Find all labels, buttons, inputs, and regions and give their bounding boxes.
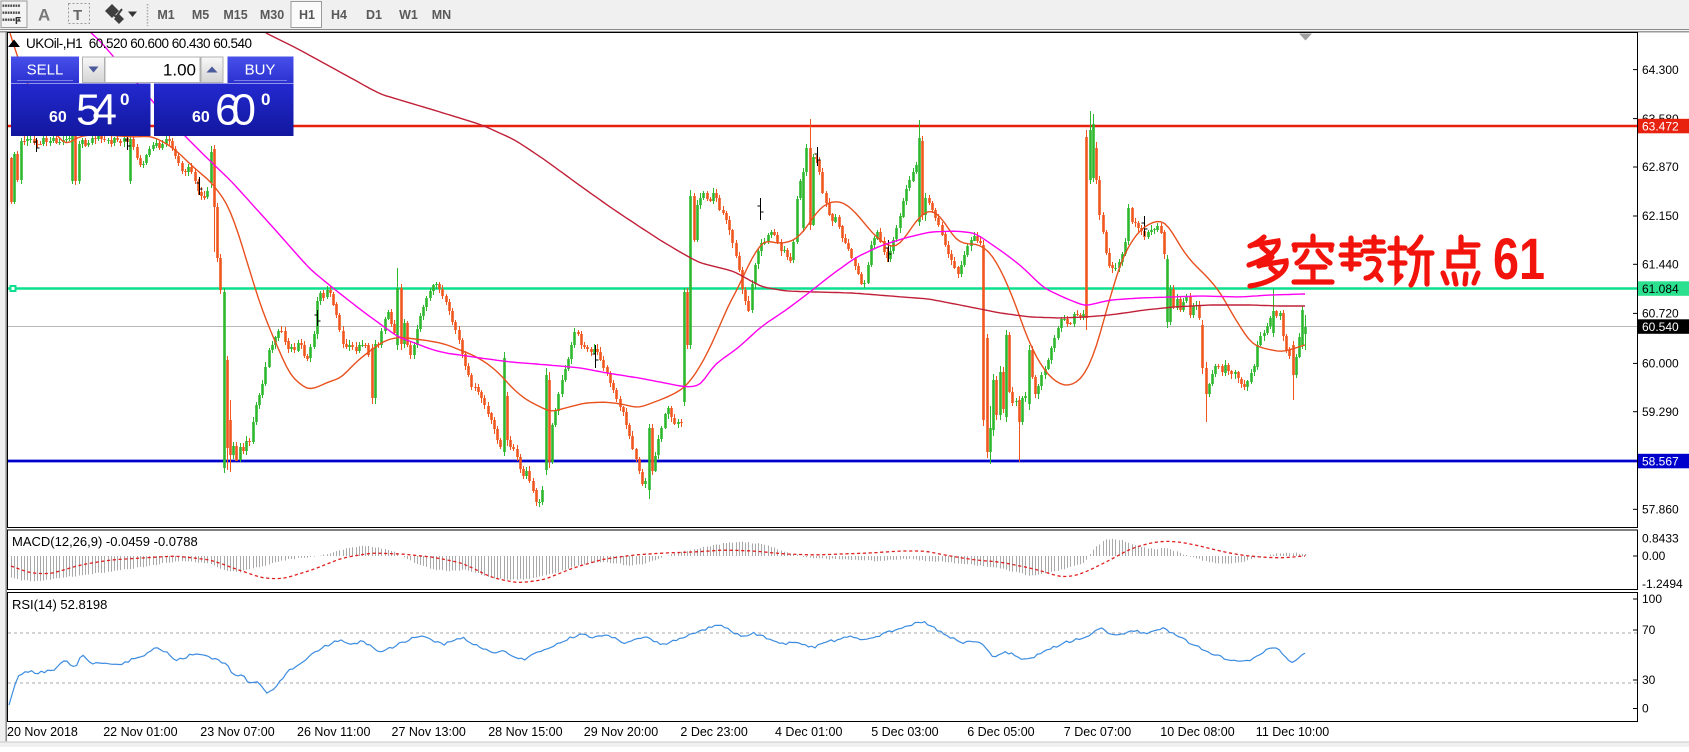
svg-text:2 Dec 23:00: 2 Dec 23:00 (680, 725, 747, 739)
svg-text:61.084: 61.084 (1642, 282, 1679, 296)
svg-text:H1: H1 (299, 8, 315, 22)
svg-text:M5: M5 (192, 8, 209, 22)
svg-text:0: 0 (1642, 702, 1649, 716)
svg-text:6 Dec 05:00: 6 Dec 05:00 (967, 725, 1034, 739)
svg-text:W1: W1 (399, 8, 418, 22)
svg-text:4 Dec 01:00: 4 Dec 01:00 (775, 725, 842, 739)
svg-text:60: 60 (215, 86, 256, 135)
svg-text:62.150: 62.150 (1642, 209, 1679, 223)
svg-text:60: 60 (192, 109, 210, 126)
svg-text:0: 0 (120, 90, 129, 109)
svg-text:62.870: 62.870 (1642, 160, 1679, 174)
svg-text:60.720: 60.720 (1642, 307, 1679, 321)
svg-text:1.00: 1.00 (163, 61, 196, 80)
svg-text:MN: MN (432, 8, 451, 22)
svg-text:M30: M30 (260, 8, 284, 22)
svg-text:61: 61 (1493, 227, 1545, 292)
svg-text:64.300: 64.300 (1642, 63, 1679, 77)
svg-text:60.540: 60.540 (1642, 320, 1679, 334)
svg-text:22 Nov 01:00: 22 Nov 01:00 (103, 725, 177, 739)
svg-text:-1.2494: -1.2494 (1642, 577, 1683, 591)
svg-text:M15: M15 (223, 8, 247, 22)
svg-text:SELL: SELL (27, 62, 64, 79)
svg-text:27 Nov 13:00: 27 Nov 13:00 (392, 725, 466, 739)
svg-text:MACD(12,26,9) -0.0459 -0.0788: MACD(12,26,9) -0.0459 -0.0788 (12, 534, 198, 549)
svg-text:F: F (15, 16, 21, 27)
svg-text:20 Nov 2018: 20 Nov 2018 (7, 725, 78, 739)
svg-text:11 Dec 10:00: 11 Dec 10:00 (1256, 725, 1329, 739)
svg-text:100: 100 (1642, 592, 1662, 606)
svg-text:58.567: 58.567 (1642, 455, 1679, 469)
svg-text:60.000: 60.000 (1642, 357, 1679, 371)
svg-text:H4: H4 (331, 8, 347, 22)
svg-text:60: 60 (49, 109, 67, 126)
svg-text:70: 70 (1642, 623, 1656, 637)
svg-text:54: 54 (76, 86, 117, 135)
svg-text:BUY: BUY (245, 62, 276, 79)
svg-text:59.290: 59.290 (1642, 405, 1679, 419)
svg-text:30: 30 (1642, 673, 1656, 687)
svg-text:RSI(14) 52.8198: RSI(14) 52.8198 (12, 597, 107, 612)
svg-text:7 Dec 07:00: 7 Dec 07:00 (1064, 725, 1131, 739)
svg-text:61.440: 61.440 (1642, 258, 1679, 272)
svg-text:57.860: 57.860 (1642, 503, 1679, 517)
svg-text:5 Dec 03:00: 5 Dec 03:00 (871, 725, 938, 739)
svg-text:D1: D1 (366, 8, 382, 22)
svg-text:23 Nov 07:00: 23 Nov 07:00 (200, 725, 274, 739)
svg-text:T: T (73, 7, 82, 24)
svg-text:0: 0 (261, 90, 270, 109)
svg-text:29 Nov 20:00: 29 Nov 20:00 (584, 725, 658, 739)
svg-text:26 Nov 11:00: 26 Nov 11:00 (297, 725, 370, 739)
svg-text:10 Dec 08:00: 10 Dec 08:00 (1160, 725, 1234, 739)
svg-text:28 Nov 15:00: 28 Nov 15:00 (488, 725, 562, 739)
svg-text:M1: M1 (157, 8, 174, 22)
svg-text:A: A (38, 6, 50, 25)
svg-text:0.00: 0.00 (1642, 549, 1666, 563)
svg-text:0.8433: 0.8433 (1642, 532, 1679, 546)
svg-text:63.472: 63.472 (1642, 120, 1679, 134)
svg-text:UKOil-,H1 60.520 60.600 60.43: UKOil-,H1 60.520 60.600 60.430 60.540 (26, 36, 252, 51)
